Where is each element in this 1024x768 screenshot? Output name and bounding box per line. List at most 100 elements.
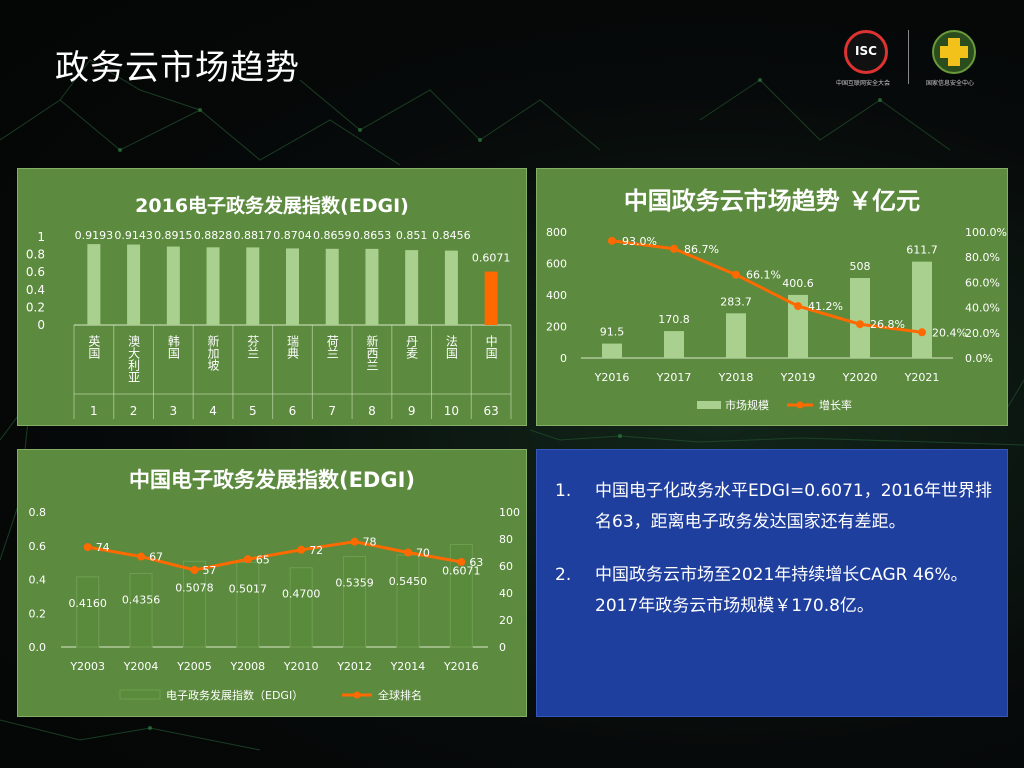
note-text: 中国电子化政务水平EDGI=0.6071，2016年世界排名63，距离电子政务发…: [595, 481, 993, 532]
note-item: 2. 中国政务云市场至2021年持续增长CAGR 46%。2017年政务云市场规…: [555, 560, 1000, 622]
x-tick-label: Y2004: [123, 660, 159, 673]
x-tick-label: Y2005: [176, 660, 212, 673]
y-tick-label: 0.6: [29, 540, 47, 553]
bar: [76, 576, 100, 648]
legend-swatch-point: [796, 401, 804, 409]
legend-swatch-point: [353, 691, 361, 699]
line-point: [350, 537, 359, 546]
bar: [405, 250, 419, 325]
chart-title: 中国政务云市场趋势 ￥亿元: [623, 187, 921, 215]
rank-label: 10: [444, 404, 459, 418]
y2-tick-label: 100.0%: [965, 226, 1007, 239]
x-tick-label: 瑞典: [286, 335, 300, 359]
bar: [602, 343, 622, 358]
bar: [236, 561, 260, 648]
data-label: 508: [850, 260, 871, 273]
bar: [246, 247, 260, 325]
line-point: [794, 302, 802, 311]
security-center-logo: [932, 30, 976, 74]
line-data-label: 70: [416, 547, 430, 560]
line-data-label: 26.8%: [870, 318, 905, 331]
line-data-label: 20.4%: [932, 326, 967, 339]
y-tick-label: 0.4: [26, 283, 45, 297]
bar: [286, 248, 299, 325]
data-label: 400.6: [782, 277, 814, 290]
notes-list: 1. 中国电子化政务水平EDGI=0.6071，2016年世界排名63，距离电子…: [555, 476, 1000, 644]
y2-tick-label: 100: [499, 506, 520, 519]
y2-tick-label: 20: [499, 614, 513, 627]
x-tick-label: Y2016: [594, 371, 630, 384]
line-point: [457, 557, 466, 566]
y-tick-label: 0: [560, 352, 567, 365]
x-tick-label: Y2010: [283, 660, 319, 673]
y-tick-label: 1: [37, 230, 45, 244]
china-edgi-trend-chart-panel: 0.0 0.2 0.4 0.6 0.8 0 20 40 60 80 100 0.4160 Y2003 0.…: [17, 449, 527, 717]
data-label: 0.8653: [353, 229, 392, 242]
data-label: 0.6071: [442, 565, 481, 578]
x-tick-label: Y2014: [390, 660, 426, 673]
y-tick-label: 0.4: [29, 574, 47, 587]
x-tick-label: 芬兰: [246, 335, 260, 359]
edgi-2016-chart-panel: 0 0.2 0.4 0.6 0.8 1 0.9193 英国 1 0.9143 澳大利亚 2 0.8915…: [17, 168, 527, 426]
isc-logo: ISC: [844, 30, 888, 74]
line-point: [190, 566, 199, 575]
bar: [129, 572, 153, 648]
y-tick-label: 0.6: [26, 265, 45, 279]
data-label: 0.8659: [313, 229, 352, 242]
data-label: 0.5017: [229, 582, 268, 595]
line-data-label: 86.7%: [684, 243, 719, 256]
rank-label: 4: [209, 404, 217, 418]
data-label: 0.8915: [154, 229, 193, 242]
growth-rate-line: [611, 239, 923, 334]
y-tick-label: 0.0: [29, 641, 47, 654]
data-label: 0.8704: [273, 229, 312, 242]
x-tick-label: 韩国: [166, 334, 180, 359]
global-rank-line: [87, 540, 462, 572]
bar: [343, 556, 367, 648]
rank-label: 5: [249, 404, 257, 418]
y-tick-label: 0: [37, 318, 45, 332]
x-tick-label: 新西兰: [365, 334, 379, 371]
data-label: 0.9143: [114, 229, 153, 242]
line-data-label: 63: [469, 556, 483, 569]
data-label: 611.7: [906, 244, 938, 257]
line-point: [297, 545, 306, 554]
line-data-label: 93.0%: [622, 235, 657, 248]
data-label: 91.5: [600, 326, 625, 339]
x-tick-label: Y2017: [656, 371, 692, 384]
note-number: 1.: [555, 481, 572, 501]
line-point: [83, 543, 92, 552]
data-label: 0.851: [396, 229, 428, 242]
bar: [850, 277, 870, 358]
data-label: 0.8828: [194, 229, 233, 242]
line-data-label: 74: [96, 541, 110, 554]
data-label: 0.4160: [68, 597, 107, 610]
edgi-2016-chart: 0 0.2 0.4 0.6 0.8 1 0.9193 英国 1 0.9143 澳大利亚 2 0.8915…: [26, 229, 512, 419]
data-label: 170.8: [658, 313, 690, 326]
data-label: 283.7: [720, 295, 752, 308]
x-tick-label: 英国: [87, 335, 101, 359]
line-point: [403, 548, 412, 557]
data-label: 0.9193: [75, 229, 114, 242]
y2-tick-label: 80: [499, 533, 513, 546]
rank-label: 9: [408, 404, 416, 418]
data-label: 0.8456: [432, 229, 471, 242]
legend-label: 市场规模: [725, 398, 769, 412]
x-tick-label: Y2012: [336, 660, 372, 673]
y-tick-label: 0.8: [29, 506, 47, 519]
y2-tick-label: 40.0%: [965, 302, 1000, 315]
line-data-label: 41.2%: [808, 300, 843, 313]
rank-label: 2: [130, 404, 138, 418]
page-title: 政务云市场趋势: [55, 48, 300, 88]
x-tick-label: Y2019: [780, 371, 816, 384]
note-item: 1. 中国电子化政务水平EDGI=0.6071，2016年世界排名63，距离电子…: [555, 476, 1000, 538]
y2-tick-label: 20.0%: [965, 327, 1000, 340]
y-tick-label: 200: [546, 321, 567, 334]
gov-cloud-market-chart-panel: 0 200 400 600 800 0.0% 20.0% 40.0% 60.0% 80.0% 100…: [536, 168, 1008, 426]
bar: [127, 244, 141, 325]
line-data-label: 72: [309, 544, 323, 557]
x-tick-label: Y2008: [229, 660, 265, 673]
y-tick-label: 400: [546, 289, 567, 302]
line-point: [243, 555, 252, 564]
bar: [444, 250, 458, 325]
